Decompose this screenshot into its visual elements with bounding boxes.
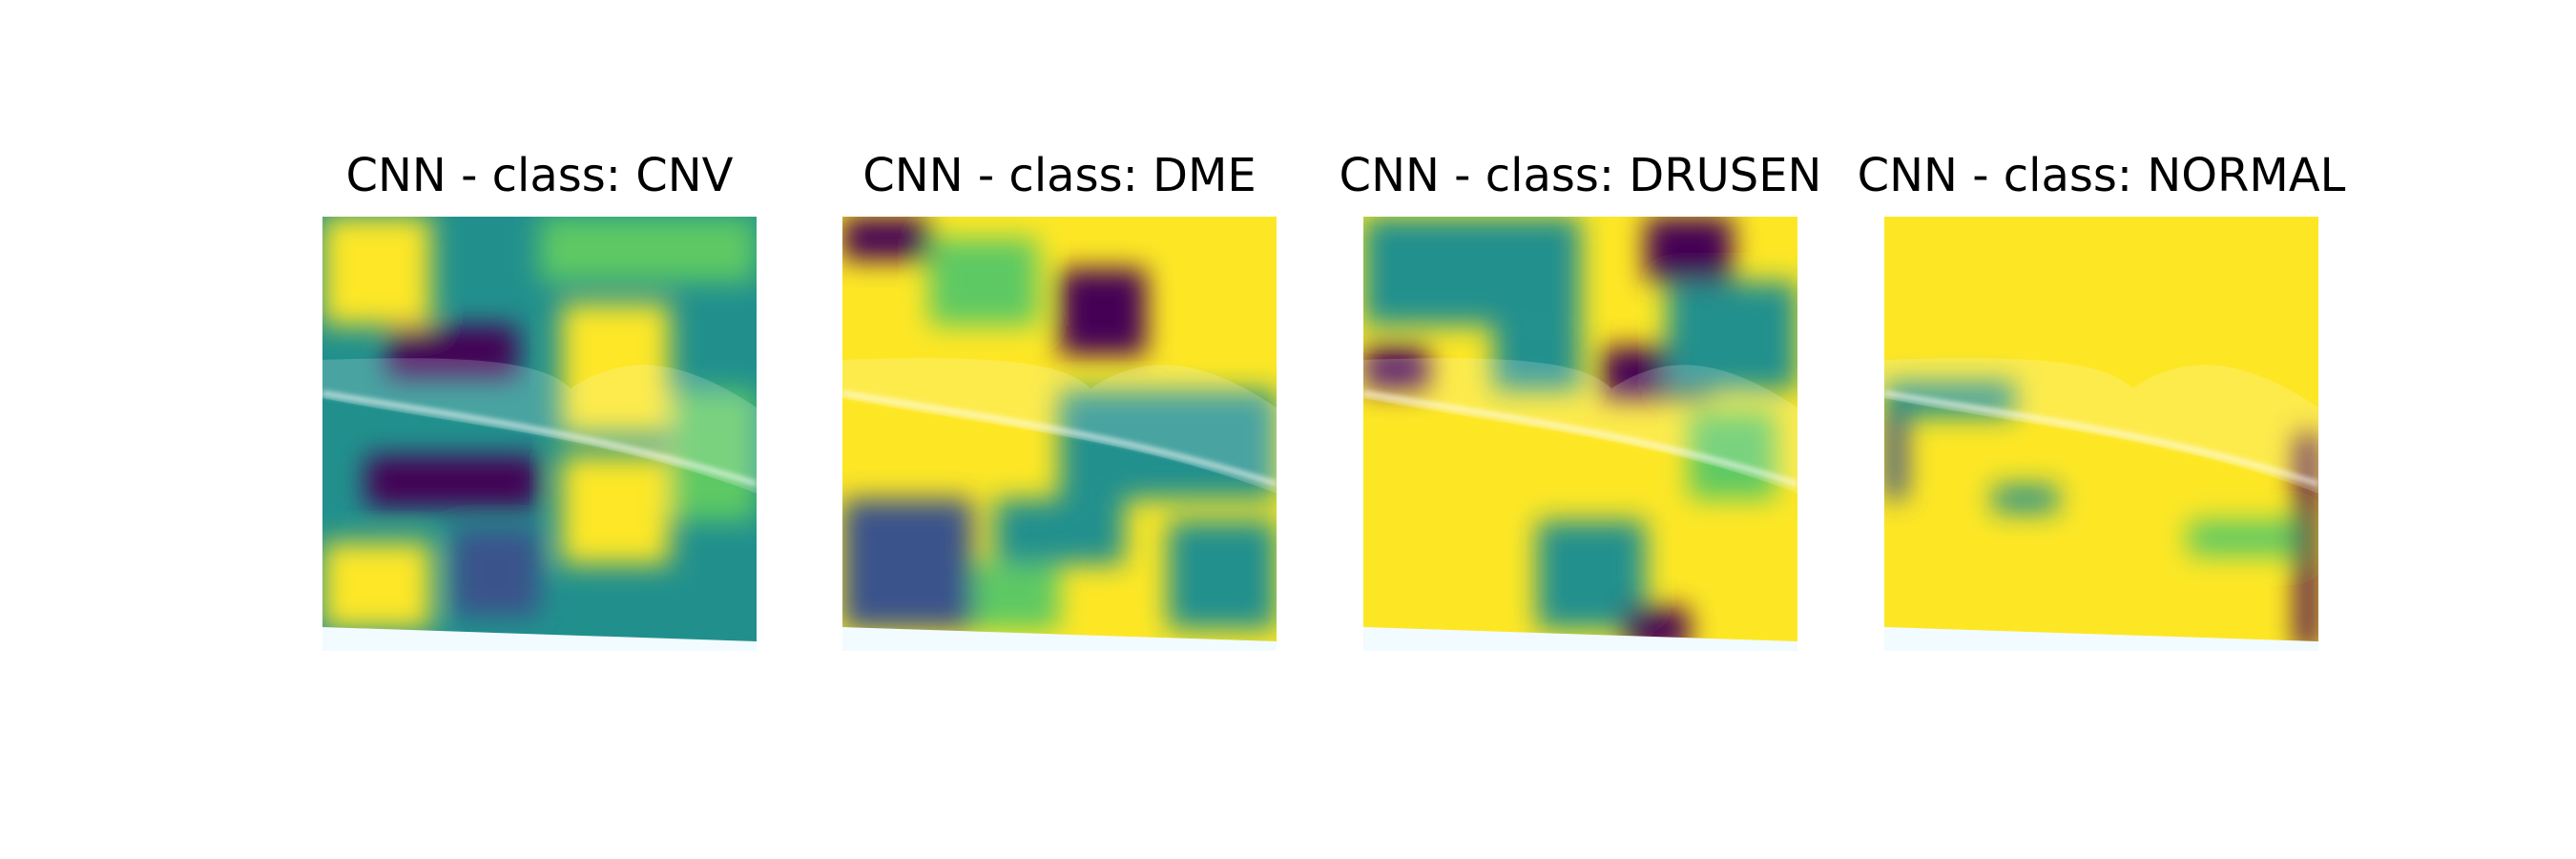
heatmap-blob	[1363, 346, 1429, 390]
panel-title: CNN - class: DRUSEN	[1340, 149, 1822, 202]
heatmap-blob	[539, 217, 757, 283]
heatmap-blob	[1059, 268, 1147, 356]
heatmap-blob	[1493, 325, 1581, 390]
heatmap-blob	[387, 325, 518, 378]
heatmap-blob	[1884, 411, 1906, 499]
scan-edge	[322, 627, 757, 651]
heatmap-blob	[994, 498, 1125, 564]
heatmap-base	[1884, 217, 2318, 651]
heatmap-blobs	[1363, 217, 1797, 651]
panel: CNN - class: NORMAL	[1858, 149, 2346, 651]
heatmap-blob	[2296, 433, 2318, 651]
heatmap-blob	[1363, 217, 1581, 325]
heatmap-image	[1363, 217, 1797, 651]
heatmap-blob	[1645, 217, 1733, 283]
heatmap-blob	[452, 529, 540, 617]
scan-edge	[1884, 627, 2318, 651]
panel-title: CNN - class: NORMAL	[1858, 149, 2346, 202]
scan-edge	[842, 627, 1277, 651]
retina-line	[842, 390, 1277, 487]
scan-edge	[1363, 627, 1797, 651]
heatmap-blob	[1168, 520, 1277, 630]
heatmap-blob	[929, 238, 1038, 325]
retina-line	[1363, 390, 1797, 487]
heatmap-blob	[842, 217, 929, 261]
heatmap-blobs	[322, 217, 757, 630]
panel: CNN - class: CNV	[322, 149, 757, 651]
heatmap-image	[322, 217, 757, 651]
heatmap-blob	[1992, 486, 2058, 513]
heatmap-image	[1884, 217, 2318, 651]
heatmap-blob	[842, 498, 973, 630]
heatmap-blob	[670, 390, 757, 521]
heatmap-blob	[561, 304, 670, 434]
panel-title: CNN - class: CNV	[345, 149, 733, 202]
heatmap-image	[842, 217, 1277, 651]
retina-line	[322, 390, 757, 487]
heatmap-blob	[2188, 520, 2297, 555]
heatmap-blob	[1667, 282, 1797, 390]
retina-line	[1884, 390, 2318, 487]
heatmap-blob	[561, 455, 670, 564]
retina-layer	[322, 358, 757, 493]
heatmap-blob	[322, 542, 431, 630]
heatmap-blob	[1059, 390, 1277, 499]
heatmap-blobs	[842, 217, 1277, 630]
panel-title: CNN - class: DME	[862, 149, 1256, 202]
heatmap-blob	[365, 455, 540, 508]
retina-layer	[842, 358, 1277, 493]
heatmap-blob	[322, 217, 431, 325]
panel: CNN - class: DME	[842, 149, 1277, 651]
heatmap-blob	[972, 564, 1060, 630]
panel: CNN - class: DRUSEN	[1340, 149, 1822, 651]
retina-layer	[1884, 358, 2318, 493]
retina-layer	[1363, 358, 1797, 493]
